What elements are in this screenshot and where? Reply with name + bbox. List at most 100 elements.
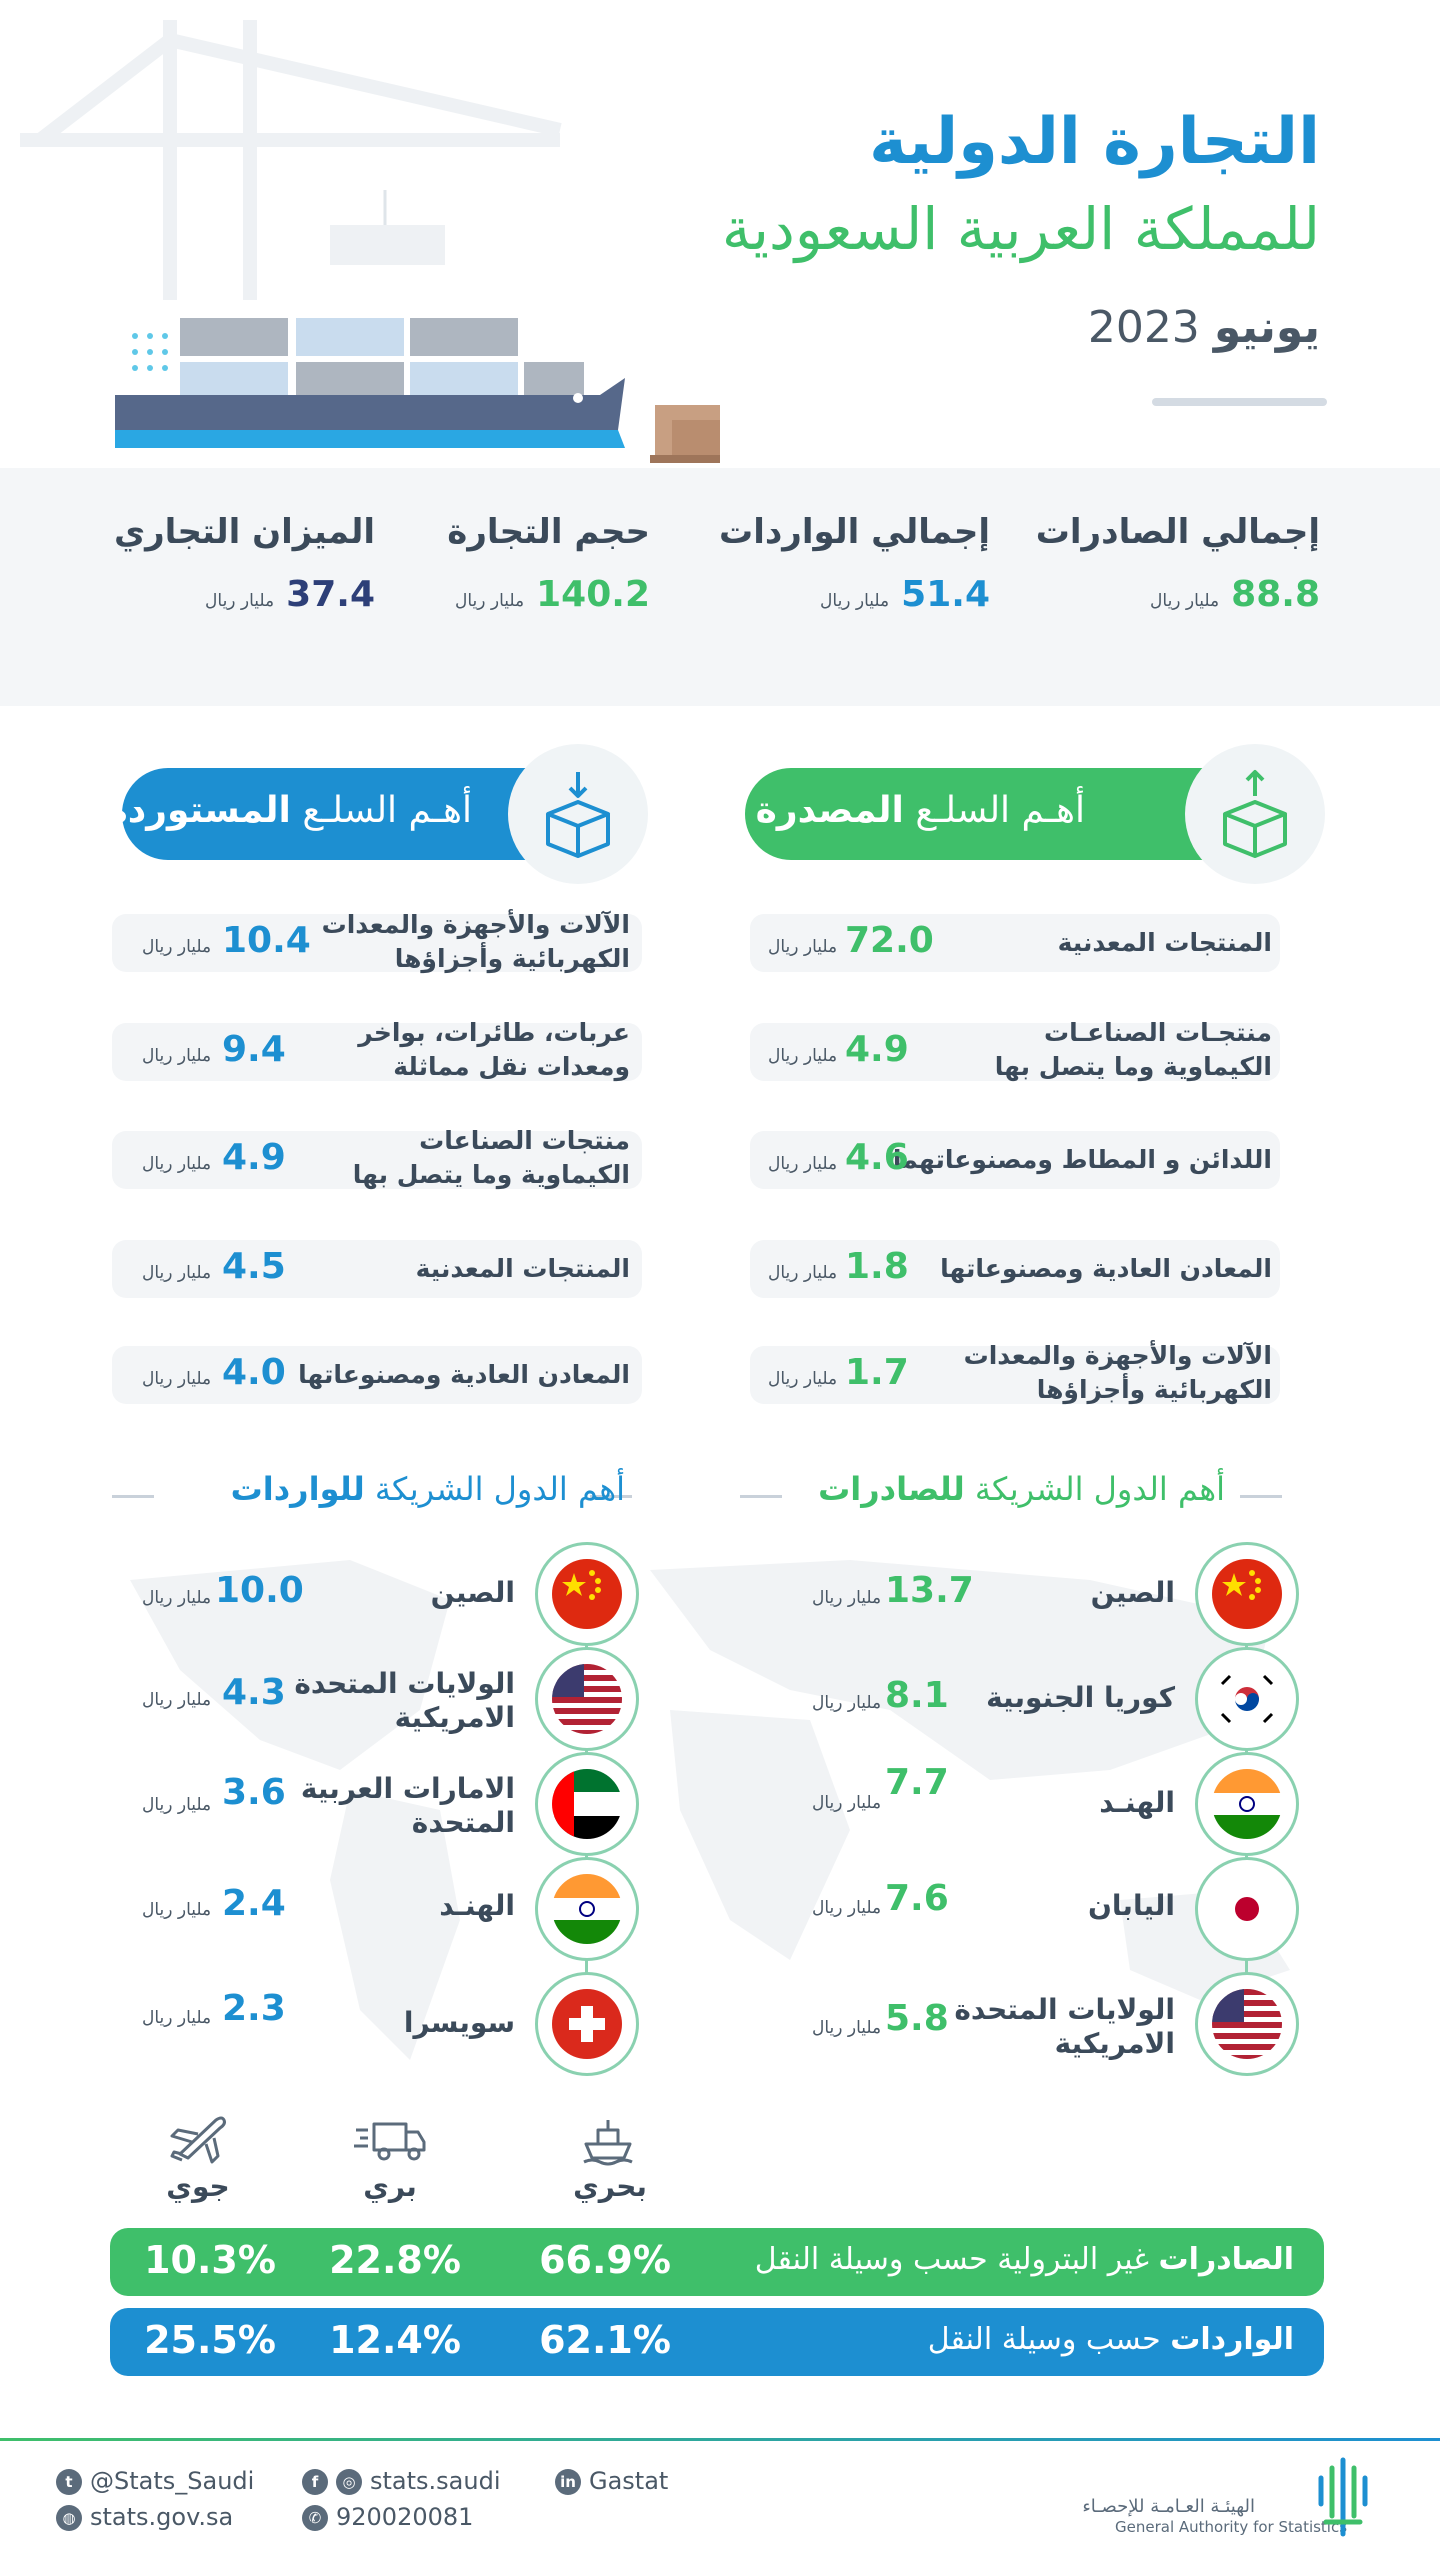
export-goods-name: المنتجات المعدنية	[1057, 928, 1272, 957]
phone-icon: ✆	[302, 2505, 328, 2531]
export-goods-value: 4.9	[845, 1029, 909, 1070]
summary-trade-volume: حجم التجارة 140.2 مليار ريال	[350, 512, 650, 615]
import-partner-unit: مليار ريال	[142, 1588, 212, 1608]
import-partner-value: 3.6	[222, 1772, 286, 1813]
import-partner-unit: مليار ريال	[142, 2008, 212, 2028]
import-partner-unit: مليار ريال	[142, 1795, 212, 1815]
org-name-en: General Authority for Statistics	[1115, 2518, 1348, 2536]
title-underline	[1152, 398, 1327, 406]
transport-mode-sea: بحري	[573, 2170, 647, 2203]
transport-mode-air: جوي	[166, 2170, 230, 2203]
org-name: الهيئـة العـامـة للإحصـاء	[1082, 2496, 1255, 2517]
summary-label: إجمالي الواردات	[719, 512, 990, 552]
export-goods-value: 1.8	[845, 1246, 909, 1287]
export-goods-row	[750, 1131, 1280, 1189]
import-goods-unit: مليار ريال	[142, 1263, 212, 1283]
linkedin-handle: Gastat	[589, 2467, 669, 2495]
page-title: التجارة الدولية	[869, 105, 1320, 179]
export-goods-unit: مليار ريال	[768, 937, 838, 957]
footer-website[interactable]: ◍ stats.gov.sa	[56, 2503, 233, 2531]
import-goods-value: 4.9	[222, 1137, 286, 1178]
import-goods-row	[112, 1240, 642, 1298]
import-partner-flag	[535, 1542, 639, 1646]
exports-bar-title-rest: غير البترولية حسب وسيلة النقل	[754, 2242, 1149, 2277]
exports-bar-title-bold: الصادرات	[1158, 2242, 1294, 2277]
exports-goods-title-prefix: أهـم السلـع	[915, 790, 1085, 831]
export-partner-value: 5.8	[885, 1998, 949, 2039]
export-partner-value: 13.7	[885, 1570, 974, 1611]
japan-flag-icon	[1212, 1874, 1282, 1944]
export-partner-country: الهنـد	[1099, 1786, 1175, 1819]
export-partner-flag	[1195, 1972, 1299, 2076]
export-partner-value: 8.1	[885, 1675, 949, 1716]
twitter-icon: t	[56, 2469, 82, 2495]
export-partner-country: الولايات المتحدة الامريكية	[954, 1993, 1175, 2060]
switzerland-flag-icon	[552, 1989, 622, 2059]
import-goods-value: 9.4	[222, 1029, 286, 1070]
footer-twitter[interactable]: t @Stats_Saudi	[56, 2467, 254, 2495]
import-partner-value: 10.0	[215, 1570, 304, 1611]
summary-label: حجم التجارة	[447, 512, 650, 552]
transport-mode-land: بري	[363, 2170, 417, 2203]
export-goods-unit: مليار ريال	[768, 1263, 838, 1283]
export-partner-unit: مليار ريال	[812, 2018, 882, 2038]
export-partner-flag	[1195, 1647, 1299, 1751]
report-year: 2023	[1087, 302, 1200, 353]
export-partner-unit: مليار ريال	[812, 1588, 882, 1608]
summary-label: الميزان التجاري	[113, 512, 375, 552]
summary-value: 140.2	[536, 574, 650, 615]
footer-social[interactable]: f ◎ stats.saudi	[302, 2467, 501, 2495]
footer-linkedin[interactable]: in Gastat	[555, 2467, 668, 2495]
import-goods-name: عربات، طائرات، بواخر ومعدات نقل مماثلة	[358, 1018, 630, 1081]
ship-icon	[568, 2112, 648, 2168]
export-partner-country: كوريا الجنوبية	[986, 1681, 1175, 1714]
export-partner-country: الصين	[1090, 1576, 1175, 1609]
import-partner-flag	[535, 1752, 639, 1856]
imports-goods-title-bold: المستوردة	[106, 790, 291, 831]
export-goods-value: 4.6	[845, 1137, 909, 1178]
import-goods-unit: مليار ريال	[142, 937, 212, 957]
import-goods-name: المعادن العادية ومصنوعاتها	[298, 1360, 630, 1389]
south-korea-flag-icon	[1212, 1664, 1282, 1734]
imports-by-transport-bar: الواردات حسب وسيلة النقل 62.1% 12.4% 25.…	[110, 2308, 1324, 2376]
export-goods-name: الآلات والأجهزة والمعدات الكهربائية وأجز…	[963, 1341, 1272, 1404]
uae-flag-icon	[552, 1769, 622, 1839]
export-partner-country: اليابان	[1088, 1889, 1175, 1922]
import-goods-row	[112, 1346, 642, 1404]
export-partner-value: 7.6	[885, 1878, 949, 1919]
import-goods-value: 4.5	[222, 1246, 286, 1287]
export-partner-flag	[1195, 1542, 1299, 1646]
export-partner-unit: مليار ريال	[812, 1793, 882, 1813]
plane-icon	[158, 2110, 238, 2166]
import-partner-country: الامارات العربية المتحدة	[300, 1772, 515, 1839]
imports-goods-title-prefix: أهـم السلـع	[302, 790, 472, 831]
export-partners-title-bold: للصادرات	[818, 1470, 965, 1508]
india-flag-icon	[552, 1874, 622, 1944]
import-partner-flag	[535, 1972, 639, 2076]
footer-phone[interactable]: ✆ 920020081	[302, 2503, 473, 2531]
summary-total-imports: إجمالي الواردات 51.4 مليار ريال	[690, 512, 990, 615]
export-goods-name: اللدائن و المطاط ومصنوعاتهما	[892, 1145, 1272, 1174]
import-goods-name: منتجات الصناعات الكيماوية وما يتصل بها	[352, 1126, 630, 1189]
exports-air-share: 10.3%	[144, 2238, 276, 2282]
import-partner-country: الهنـد	[439, 1889, 515, 1922]
exports-sea-share: 66.9%	[539, 2238, 671, 2282]
import-partner-unit: مليار ريال	[142, 1900, 212, 1920]
summary-unit: مليار ريال	[1150, 591, 1220, 611]
import-goods-value: 4.0	[222, 1352, 286, 1393]
exports-goods-header: أهـم السلـع المصدرة	[745, 768, 1255, 860]
export-box-icon	[1185, 744, 1325, 884]
exports-land-share: 22.8%	[329, 2238, 461, 2282]
website-url: stats.gov.sa	[90, 2503, 234, 2531]
export-partner-value: 7.7	[885, 1762, 949, 1803]
divider	[740, 1495, 782, 1498]
export-goods-value: 72.0	[845, 920, 934, 961]
divider	[112, 1495, 154, 1498]
facebook-icon: f	[302, 2469, 328, 2495]
import-goods-unit: مليار ريال	[142, 1046, 212, 1066]
instagram-icon: ◎	[336, 2469, 362, 2495]
summary-label: إجمالي الصادرات	[1035, 512, 1320, 552]
import-partner-flag	[535, 1647, 639, 1751]
export-goods-name: المعادن العادية ومصنوعاتها	[940, 1254, 1272, 1283]
page-subtitle: للمملكة العربية السعودية	[721, 195, 1320, 263]
